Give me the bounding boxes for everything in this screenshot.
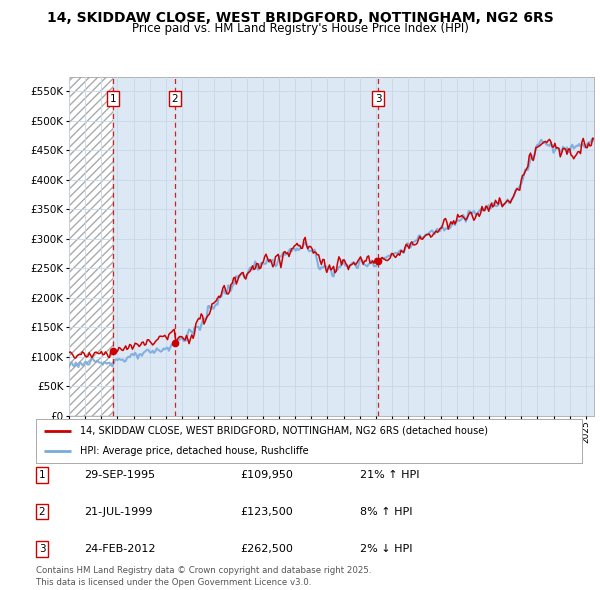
Text: HPI: Average price, detached house, Rushcliffe: HPI: Average price, detached house, Rush… (80, 446, 308, 456)
Text: £109,950: £109,950 (240, 470, 293, 480)
Text: 1: 1 (38, 470, 46, 480)
Text: 8% ↑ HPI: 8% ↑ HPI (360, 507, 413, 516)
Text: 14, SKIDDAW CLOSE, WEST BRIDGFORD, NOTTINGHAM, NG2 6RS: 14, SKIDDAW CLOSE, WEST BRIDGFORD, NOTTI… (47, 11, 553, 25)
Text: £262,500: £262,500 (240, 544, 293, 553)
Text: 24-FEB-2012: 24-FEB-2012 (84, 544, 155, 553)
Text: 2: 2 (172, 94, 178, 104)
Text: 14, SKIDDAW CLOSE, WEST BRIDGFORD, NOTTINGHAM, NG2 6RS (detached house): 14, SKIDDAW CLOSE, WEST BRIDGFORD, NOTTI… (80, 426, 488, 436)
Bar (69, 77, 113, 416)
Text: 1: 1 (110, 94, 116, 104)
Text: 2: 2 (38, 507, 46, 516)
Text: 21% ↑ HPI: 21% ↑ HPI (360, 470, 419, 480)
Text: Price paid vs. HM Land Registry's House Price Index (HPI): Price paid vs. HM Land Registry's House … (131, 22, 469, 35)
Text: 29-SEP-1995: 29-SEP-1995 (84, 470, 155, 480)
Text: 3: 3 (375, 94, 382, 104)
Text: £123,500: £123,500 (240, 507, 293, 516)
Text: 2% ↓ HPI: 2% ↓ HPI (360, 544, 413, 553)
Text: 21-JUL-1999: 21-JUL-1999 (84, 507, 152, 516)
Text: 3: 3 (38, 544, 46, 553)
Text: Contains HM Land Registry data © Crown copyright and database right 2025.
This d: Contains HM Land Registry data © Crown c… (36, 566, 371, 587)
